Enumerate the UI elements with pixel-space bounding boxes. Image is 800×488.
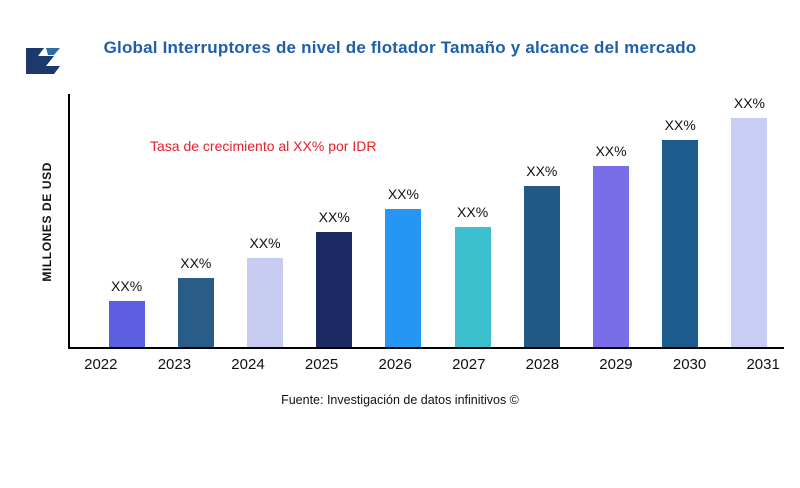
- bar-value-label: XX%: [526, 163, 558, 179]
- chart-area: MILLONES DE USD Tasa de crecimiento al X…: [0, 94, 800, 349]
- bar-2027: [454, 227, 491, 347]
- bar-2029: [593, 166, 630, 347]
- bar-2031: [731, 118, 768, 347]
- bar-value-label: XX%: [664, 117, 696, 133]
- x-tick-2027: 2027: [452, 356, 486, 373]
- x-tick-2026: 2026: [378, 356, 412, 373]
- brand-logo-icon: [26, 48, 60, 74]
- x-tick-2023: 2023: [157, 356, 192, 373]
- bar-value-label: XX%: [733, 95, 765, 111]
- x-tick-2024: 2024: [231, 356, 265, 373]
- bar-value-label: XX%: [249, 235, 281, 251]
- bar-2026: [385, 209, 422, 347]
- bar-group-2025: XX%: [300, 209, 369, 347]
- x-tick-2028: 2028: [525, 356, 560, 373]
- source-caption: Fuente: Investigación de datos infinitiv…: [281, 393, 519, 407]
- bar-value-label: XX%: [457, 204, 489, 220]
- bar-group-2022: XX%: [92, 278, 161, 347]
- plot-area: Tasa de crecimiento al XX% por IDR XX% XX…: [68, 94, 784, 349]
- bar-group-2026: XX%: [369, 186, 438, 347]
- bar-2022: [108, 301, 145, 347]
- bar-value-label: XX%: [111, 278, 143, 294]
- bar-group-2024: XX%: [230, 235, 299, 347]
- brand-logo: [24, 44, 62, 76]
- x-axis-labels: 2022 2023 2024 2025 2026 2027 2028 2029 2030 2031: [0, 356, 800, 373]
- growth-rate-annotation: Tasa de crecimiento al XX% por IDR: [150, 138, 377, 154]
- y-axis-label: MILLONES DE USD: [40, 161, 54, 282]
- bar-group-2030: XX%: [646, 117, 715, 347]
- bar-group-2027: XX%: [438, 204, 507, 347]
- bar-value-label: XX%: [318, 209, 350, 225]
- bars-row: XX% XX% XX% XX% XX% XX% XX% XX% XX% XX%: [70, 94, 784, 347]
- x-tick-2030: 2030: [672, 356, 707, 373]
- x-axis-spacer: [22, 356, 64, 373]
- bar-group-2028: XX%: [507, 163, 576, 347]
- bar-2030: [662, 140, 699, 347]
- chart-page: Global Interruptores de nivel de flotado…: [0, 38, 800, 488]
- x-tick-2031: 2031: [746, 356, 780, 373]
- y-axis-label-column: MILLONES DE USD: [26, 94, 68, 349]
- bar-value-label: XX%: [180, 255, 212, 271]
- x-tick-2022: 2022: [84, 356, 118, 373]
- bar-group-2029: XX%: [576, 143, 645, 347]
- chart-title: Global Interruptores de nivel de flotado…: [103, 38, 697, 57]
- bar-group-2023: XX%: [161, 255, 230, 347]
- bar-value-label: XX%: [595, 143, 627, 159]
- bar-2028: [523, 186, 560, 347]
- x-tick-2029: 2029: [599, 356, 633, 373]
- x-tick-2025: 2025: [304, 356, 339, 373]
- bar-2023: [177, 278, 214, 347]
- bar-2024: [247, 258, 283, 347]
- bar-group-2031: XX%: [715, 95, 784, 347]
- bar-2025: [316, 232, 353, 347]
- bar-value-label: XX%: [387, 186, 419, 202]
